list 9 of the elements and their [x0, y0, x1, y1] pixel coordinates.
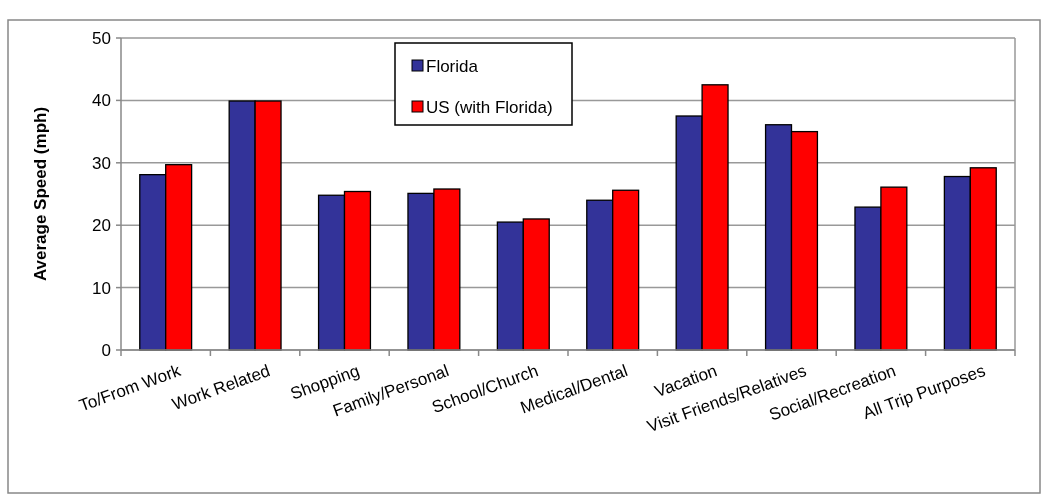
y-tick-label: 0	[101, 340, 111, 360]
y-axis-title: Average Speed (mph)	[31, 106, 50, 282]
y-tick-label: 50	[92, 28, 111, 48]
y-tick-label: 30	[92, 153, 111, 173]
legend-label: Florida	[426, 56, 479, 76]
y-tick-label: 20	[92, 216, 111, 236]
y-tick-label: 40	[92, 91, 111, 111]
y-tick-label: 10	[92, 278, 111, 298]
legend-label: US (with Florida)	[426, 97, 553, 117]
